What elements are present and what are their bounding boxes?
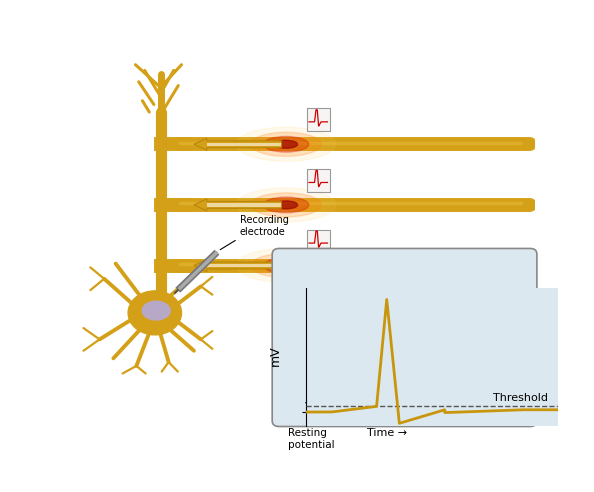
FancyArrow shape bbox=[194, 259, 282, 272]
FancyArrow shape bbox=[194, 199, 282, 211]
Text: Time →: Time → bbox=[366, 429, 407, 438]
Ellipse shape bbox=[251, 132, 321, 156]
FancyBboxPatch shape bbox=[307, 229, 330, 252]
Ellipse shape bbox=[236, 127, 336, 161]
Text: Recording
electrode: Recording electrode bbox=[240, 215, 289, 237]
Ellipse shape bbox=[251, 193, 321, 217]
FancyArrow shape bbox=[207, 203, 281, 207]
Ellipse shape bbox=[274, 140, 298, 148]
FancyBboxPatch shape bbox=[307, 169, 330, 192]
Ellipse shape bbox=[274, 262, 298, 270]
FancyArrow shape bbox=[207, 143, 281, 146]
Ellipse shape bbox=[236, 248, 336, 282]
FancyBboxPatch shape bbox=[272, 248, 537, 427]
Ellipse shape bbox=[263, 197, 309, 213]
Circle shape bbox=[128, 291, 182, 335]
FancyArrow shape bbox=[194, 138, 282, 151]
Ellipse shape bbox=[142, 301, 170, 320]
Text: mV: mV bbox=[269, 345, 282, 366]
Ellipse shape bbox=[236, 188, 336, 222]
Text: Threshold: Threshold bbox=[493, 393, 548, 403]
Ellipse shape bbox=[274, 201, 298, 209]
Ellipse shape bbox=[263, 258, 309, 274]
Ellipse shape bbox=[263, 136, 309, 152]
Ellipse shape bbox=[251, 253, 321, 277]
Text: Resting
potential: Resting potential bbox=[288, 429, 335, 450]
FancyArrow shape bbox=[207, 264, 281, 267]
FancyBboxPatch shape bbox=[307, 108, 330, 131]
